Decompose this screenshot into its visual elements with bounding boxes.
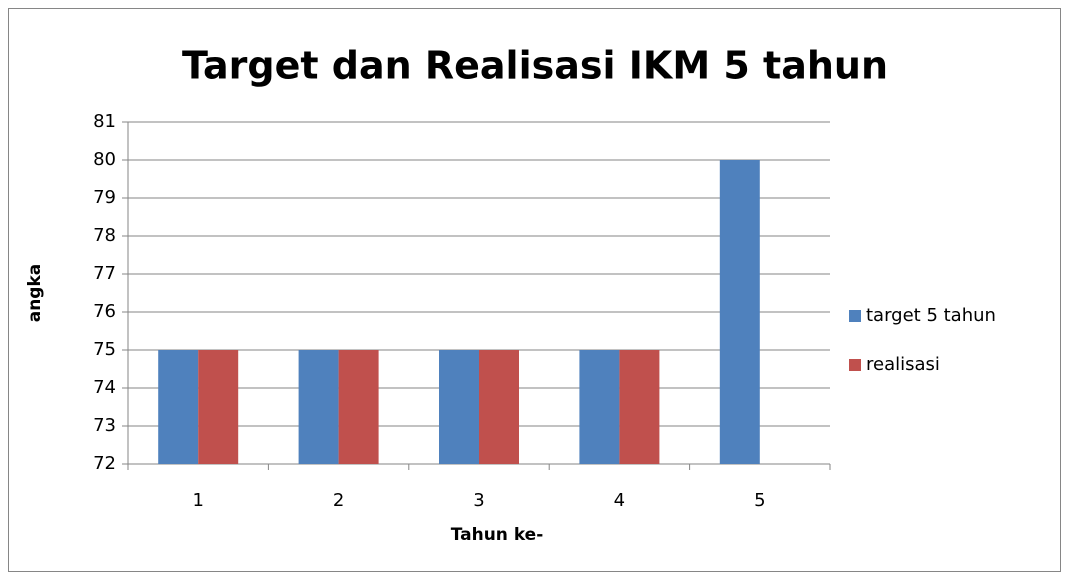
bar [719,160,760,464]
bar [298,350,339,464]
bar [579,350,620,464]
legend-label: target 5 tahun [866,305,996,326]
x-tick-label: 3 [473,490,484,511]
y-tick-label: 76 [93,301,116,322]
bar [338,350,379,464]
y-tick-label: 78 [93,225,116,246]
x-tick-label: 2 [333,490,344,511]
bar [479,350,519,464]
bar [198,350,239,464]
bar [158,350,199,464]
x-axis-label: Tahun ke- [451,525,544,545]
chart-title: Target dan Realisasi IKM 5 tahun [182,44,888,88]
legend-label: realisasi [866,354,940,375]
y-tick-label: 75 [93,339,116,360]
y-axis-label: angka [25,264,45,323]
y-tick-label: 79 [93,187,116,208]
legend-swatch [849,359,861,371]
y-tick-label: 72 [93,453,116,474]
legend-swatch [849,310,861,322]
x-tick-label: 1 [192,490,203,511]
bar [619,350,660,464]
y-tick-label: 73 [93,415,116,436]
chart-border [8,8,1061,572]
x-tick-label: 5 [754,490,765,511]
x-tick-label: 4 [614,490,625,511]
y-tick-label: 77 [93,263,116,284]
y-tick-label: 80 [93,149,116,170]
y-tick-label: 74 [93,377,116,398]
y-tick-label: 81 [93,111,116,132]
bar [439,350,479,464]
